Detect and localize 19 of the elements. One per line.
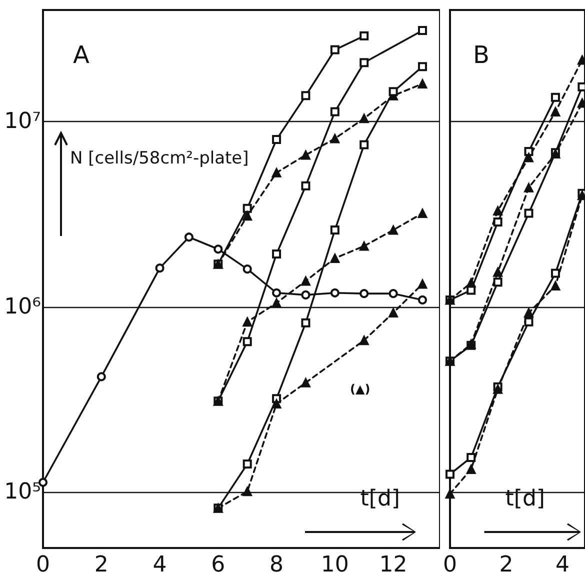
y-tick-label: 10⁷	[4, 109, 41, 134]
x-axis-title: t[d]	[505, 486, 546, 512]
x-tick-label: 6	[211, 552, 226, 578]
y-axis-title: N [cells/58cm²-plate]	[70, 148, 249, 168]
x-tick-label: 4	[556, 552, 570, 578]
x-tick-label: 12	[379, 552, 408, 578]
y-tick-label: 10⁶	[4, 294, 42, 320]
y-tick-label: 10⁵	[4, 480, 41, 505]
x-tick-label: 2	[94, 552, 108, 578]
text: A	[73, 41, 90, 69]
x-tick-label: 0	[36, 552, 50, 578]
x-tick-label: 0	[443, 552, 457, 578]
annotation: (▲)	[350, 382, 370, 396]
x-axis-title: t[d]	[360, 486, 400, 512]
x-tick-label: 2	[499, 552, 514, 578]
x-tick-label: 4	[152, 552, 167, 578]
text: B	[473, 41, 490, 69]
x-tick-label: 10	[320, 552, 349, 578]
x-tick-label: 8	[270, 552, 284, 578]
